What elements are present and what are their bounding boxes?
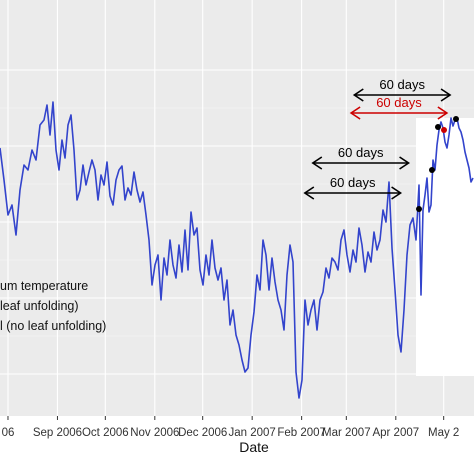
x-tick-label: Mar 2007 <box>322 427 371 439</box>
legend-entry-3: l (no leaf unfolding) <box>0 319 106 333</box>
arrow-head-left <box>303 186 315 200</box>
marker-point <box>435 124 441 130</box>
plot-panel <box>0 0 474 416</box>
x-tick-label: Feb 2007 <box>277 427 326 439</box>
legend-entry-2: leaf unfolding) <box>0 299 79 313</box>
arrow-annotation: 60 days <box>352 77 452 102</box>
x-tick-label: May 2 <box>428 427 459 439</box>
marker-point <box>441 127 447 133</box>
marker-points <box>416 116 459 212</box>
arrow-head-right <box>391 186 403 200</box>
arrow-head-right <box>437 106 449 120</box>
x-tick-label: Apr 2007 <box>372 427 419 439</box>
arrow-annotation: 60 days <box>303 175 403 200</box>
arrow-annotations: 60 days 60 days 60 days 60 days <box>303 77 452 200</box>
arrow-label: 60 days <box>379 77 425 92</box>
arrow-head-right <box>399 156 411 170</box>
arrow-label: 60 days <box>376 95 422 110</box>
temperature-series-line <box>0 101 474 399</box>
arrow-annotation: 60 days <box>311 145 411 170</box>
x-tick-label: Dec 2006 <box>178 427 227 439</box>
arrow-annotation: 60 days <box>349 95 449 120</box>
arrow-head-left <box>352 88 364 102</box>
arrow-label: 60 days <box>338 145 384 160</box>
x-tick-label: 06 <box>2 427 15 439</box>
legend: um temperature leaf unfolding) l (no lea… <box>0 279 106 333</box>
grid-lines <box>0 0 474 416</box>
highlight-region <box>416 118 474 376</box>
marker-point <box>429 167 435 173</box>
x-tick-label: Nov 2006 <box>130 427 179 439</box>
x-tick-label: Oct 2006 <box>82 427 129 439</box>
x-tick-label: Jan 2007 <box>228 427 275 439</box>
arrow-head-left <box>349 106 361 120</box>
marker-point <box>416 206 422 212</box>
legend-entry-1: um temperature <box>0 279 88 293</box>
marker-point <box>453 116 459 122</box>
arrow-head-left <box>311 156 323 170</box>
x-tick-label: Sep 2006 <box>33 427 82 439</box>
x-axis-title: Date <box>239 439 269 455</box>
arrow-label: 60 days <box>330 175 376 190</box>
arrow-head-right <box>440 88 452 102</box>
